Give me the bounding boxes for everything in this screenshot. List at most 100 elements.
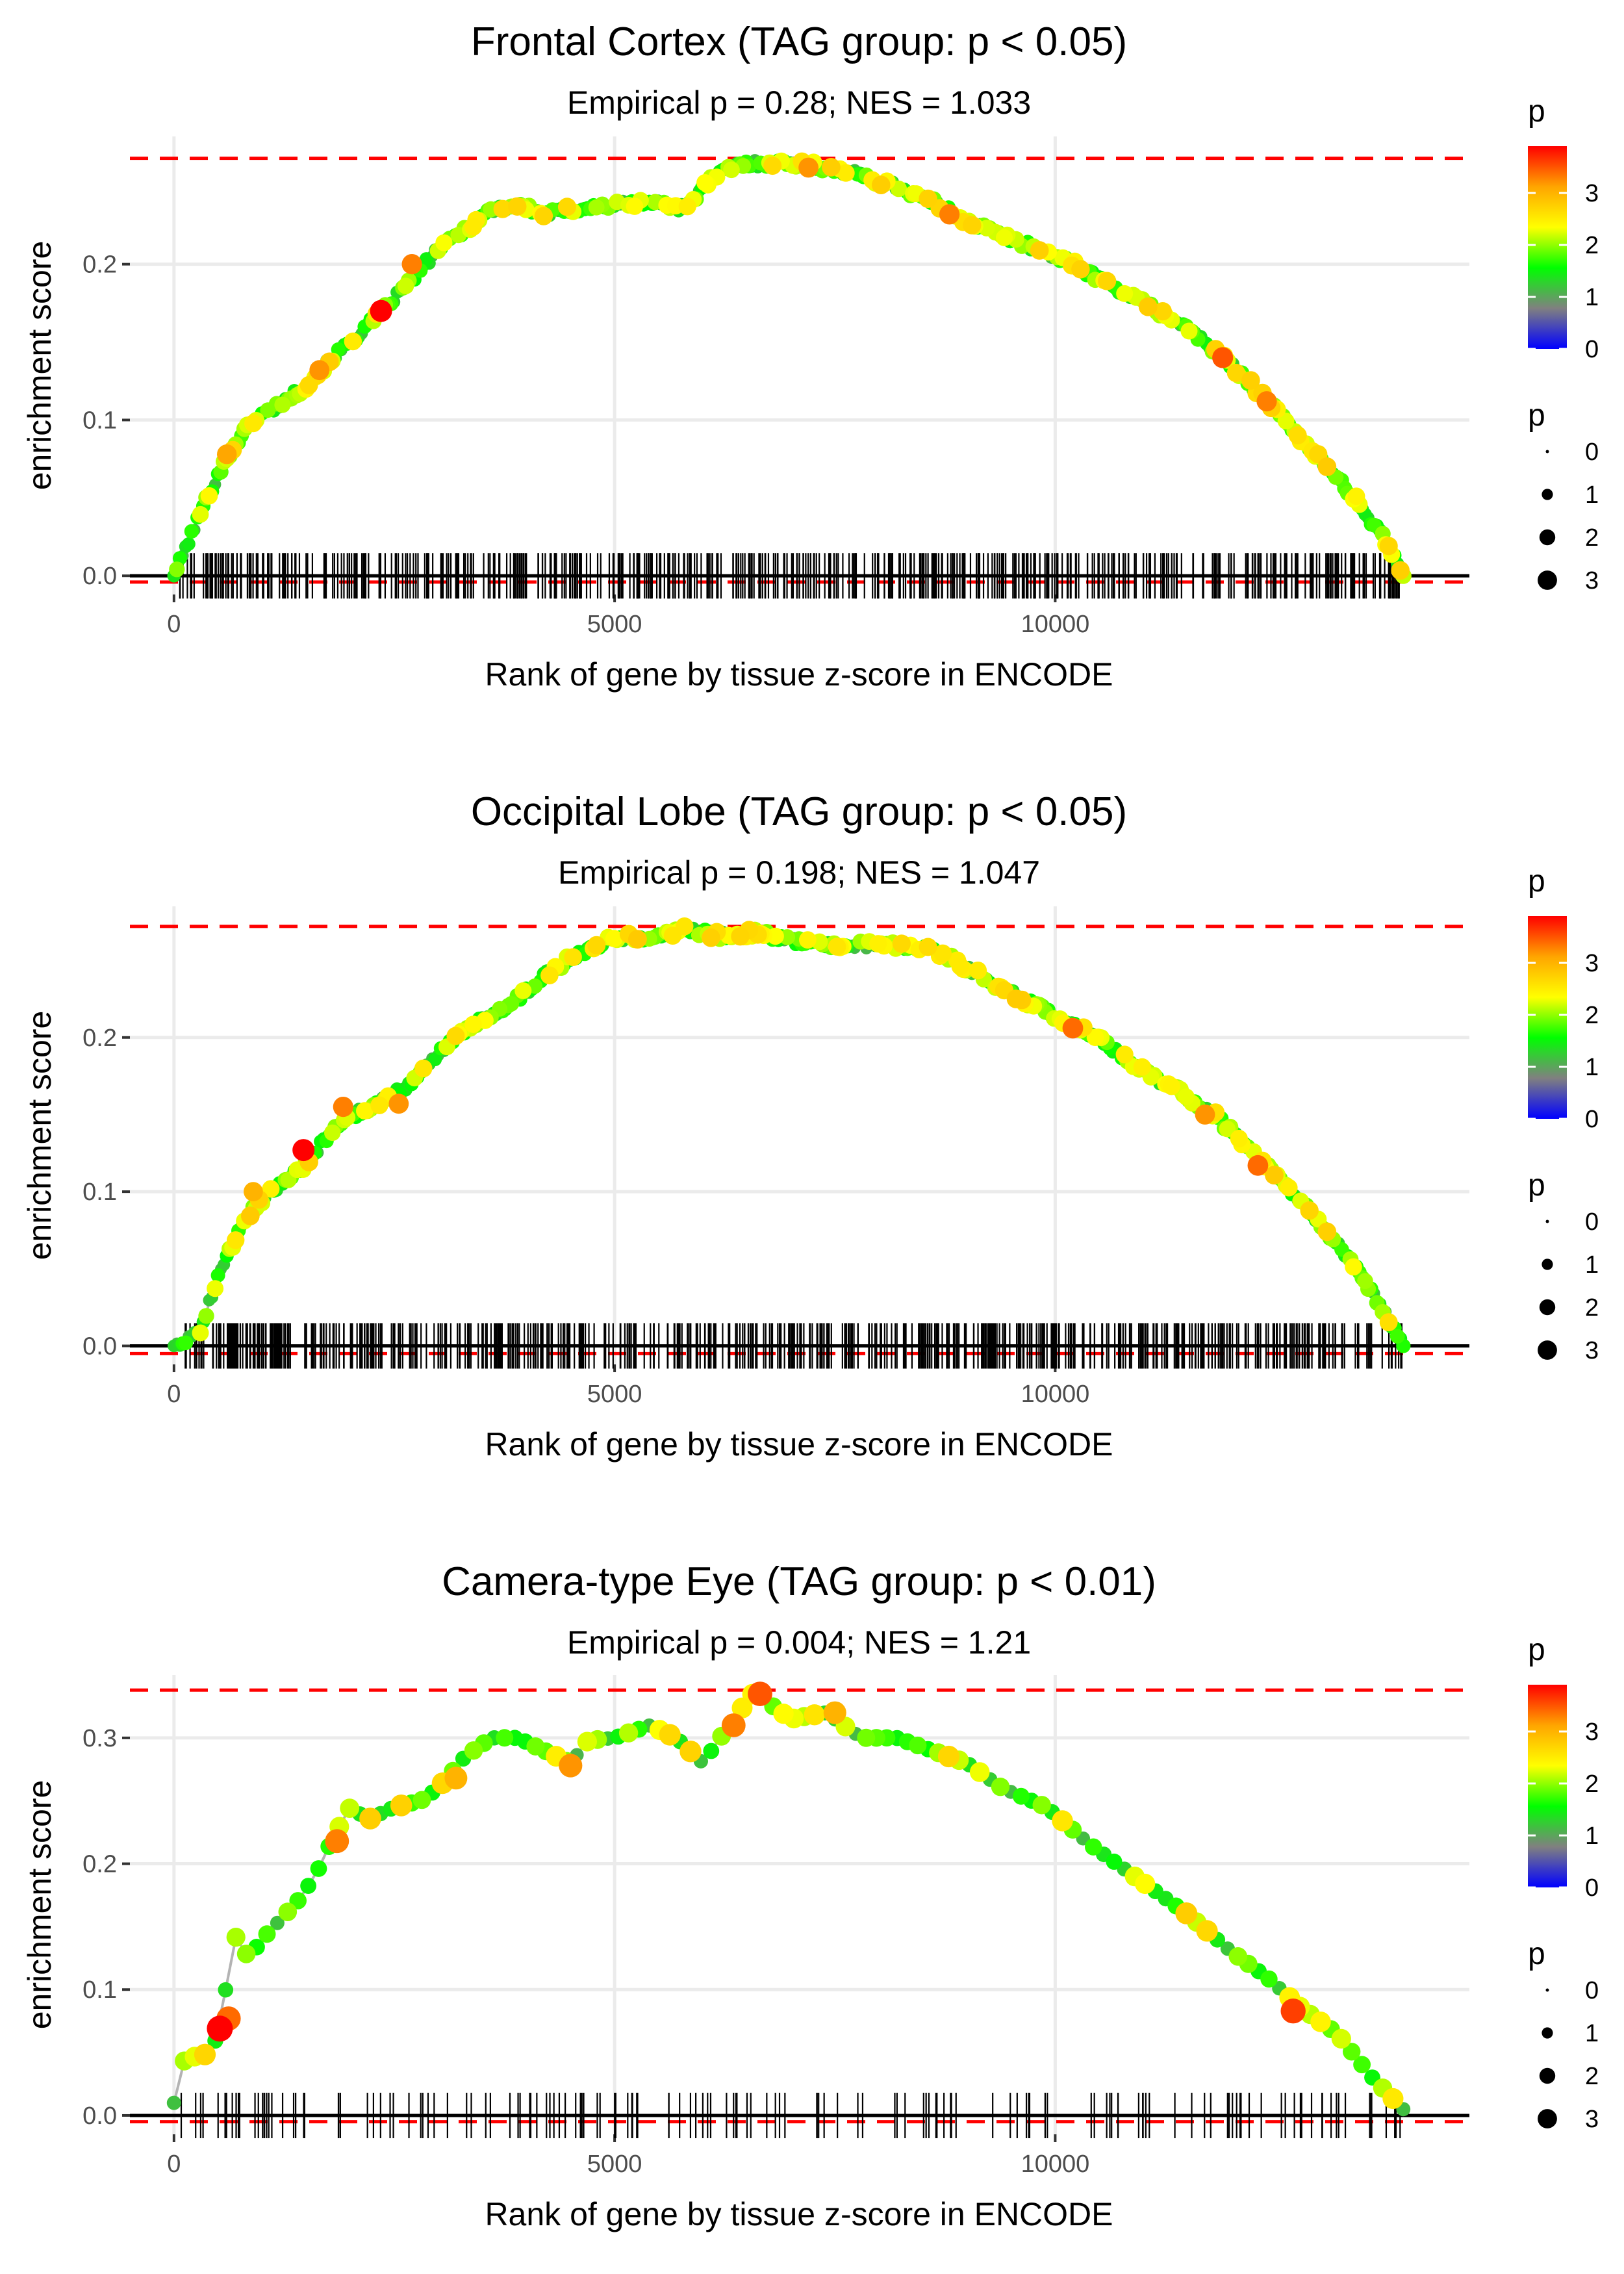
data-point [937,1745,960,1768]
size-legend-label: 0 [1585,439,1599,466]
size-legend-label: 3 [1585,1337,1599,1364]
data-point [260,402,276,418]
data-point [1116,285,1134,302]
data-point [503,996,520,1012]
data-point [1300,1201,1319,1220]
color-bar-label: 1 [1585,1822,1599,1850]
data-point [446,1027,465,1045]
data-point [605,930,623,947]
color-bar [1528,146,1567,349]
data-point [703,1743,720,1759]
panel-subtitle: Empirical p = 0.004; NES = 1.21 [567,1624,1031,1661]
data-point [721,1713,746,1737]
data-point [823,1701,846,1724]
data-point [278,1902,298,1921]
data-point [748,1681,772,1707]
panel-title: Camera-type Eye (TAG group: p < 0.01) [442,1559,1156,1604]
color-bar-label: 3 [1585,180,1599,207]
data-point [1265,1166,1284,1185]
data-point [1280,1179,1298,1197]
color-bar-label: 3 [1585,1718,1599,1746]
data-point [1310,2012,1331,2032]
enrichment-line [173,923,1405,1348]
size-legend-dot [1545,450,1549,454]
data-point [192,505,209,523]
data-point [344,332,362,351]
panel-1: Frontal Cortex (TAG group: p < 0.05) Empi… [21,19,1599,693]
data-point [534,207,553,225]
data-point [309,360,330,381]
data-point [464,1016,482,1033]
legend: p 0 1 2 3 p 0 1 2 3 [1528,1633,1599,2133]
data-point [244,1182,263,1201]
data-point [1086,1028,1104,1046]
data-point [412,1791,431,1809]
panel-3: Camera-type Eye (TAG group: p < 0.01) Emp… [21,1559,1599,2232]
x-axis-title: Rank of gene by tissue z-score in ENCODE [485,1426,1113,1463]
size-legend-dot [1545,1220,1549,1223]
data-point [702,928,720,947]
data-point [388,1093,409,1114]
y-tick-label: 0.3 [82,1725,117,1752]
enrichment-line [172,1693,1404,2110]
data-point [340,1798,360,1819]
y-tick-label: 0.0 [82,2102,117,2130]
data-point [227,1231,245,1249]
size-legend-title: p [1528,1937,1545,1971]
data-point [919,189,937,209]
data-point [1226,363,1245,383]
color-bar-label: 0 [1585,336,1599,363]
data-point [244,414,262,433]
size-legend-title: p [1528,398,1545,433]
size-legend-label: 1 [1585,1251,1599,1279]
data-point [1343,2043,1361,2061]
data-point [731,1697,753,1718]
data-point [310,1860,327,1877]
data-point [1347,487,1365,505]
data-point [1241,371,1260,390]
data-point [514,982,532,999]
data-point [731,927,750,946]
data-point [799,931,817,949]
data-point [540,966,559,985]
data-point [1247,1155,1269,1176]
data-point [217,444,237,465]
data-point [401,254,422,275]
data-point [1115,1045,1134,1064]
y-tick-label: 0.1 [82,1976,117,2004]
color-bar-label: 0 [1585,1874,1599,1902]
data-point [963,216,982,235]
size-legend-dot [1542,1258,1553,1270]
y-tick-label: 0.0 [82,563,117,590]
data-point [1178,1088,1195,1106]
x-tick-label: 10000 [1021,2151,1090,2178]
data-point [258,1925,276,1943]
data-point [1334,1242,1349,1257]
data-point [763,157,782,175]
data-point [1138,297,1158,316]
data-point [857,1728,876,1747]
data-point [892,934,911,953]
data-point [1106,1853,1123,1870]
color-bar-label: 1 [1585,284,1599,311]
data-point [198,1308,214,1324]
data-point [333,1097,353,1118]
data-point [696,174,714,192]
size-legend-label: 3 [1585,2106,1599,2133]
data-point [444,1767,468,1790]
color-legend-title: p [1528,864,1545,899]
size-legend-dot [1542,2027,1553,2039]
color-bar [1528,916,1567,1119]
data-point [356,1102,374,1120]
size-legend-dot [1539,1299,1556,1316]
data-point [872,175,891,195]
color-bar [1528,1685,1567,1887]
enrichment-points [167,152,1412,584]
data-point [292,1139,315,1162]
data-point [240,1207,260,1225]
y-tick-label: 0.1 [82,407,117,434]
data-point [773,1704,794,1724]
size-legend-title: p [1528,1168,1545,1203]
data-point [359,1808,381,1830]
